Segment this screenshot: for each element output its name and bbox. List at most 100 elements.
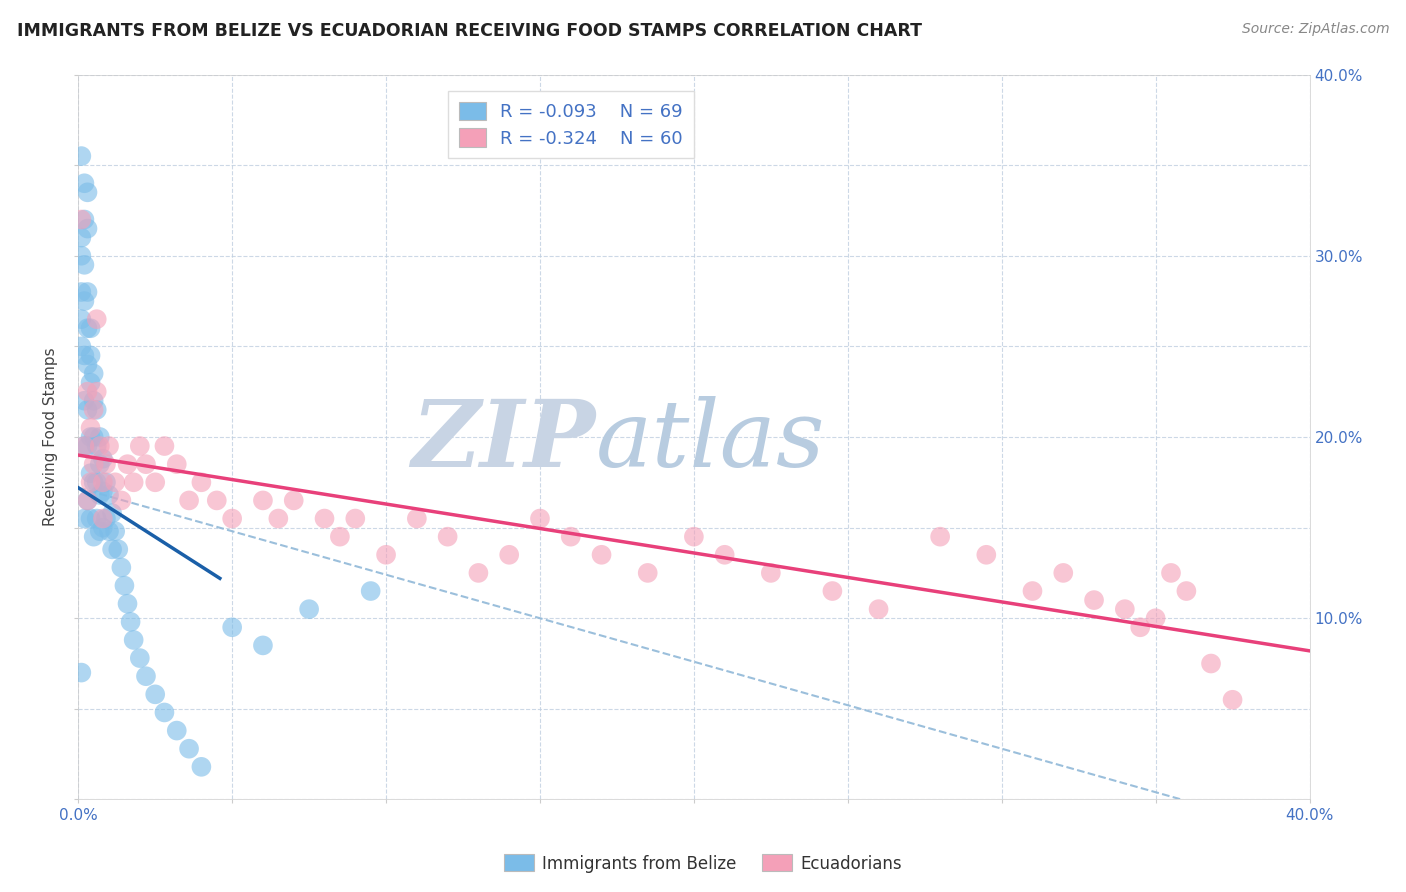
Point xyxy=(868,602,890,616)
Point xyxy=(252,639,274,653)
Point xyxy=(70,312,93,326)
Legend: Immigrants from Belize, Ecuadorians: Immigrants from Belize, Ecuadorians xyxy=(498,847,908,880)
Point xyxy=(73,258,96,272)
Text: atlas: atlas xyxy=(595,396,825,485)
Point xyxy=(1222,693,1244,707)
Point xyxy=(560,530,582,544)
Point xyxy=(70,149,93,163)
Point xyxy=(360,584,382,599)
Point xyxy=(529,511,551,525)
Point xyxy=(153,439,176,453)
Point xyxy=(83,530,105,544)
Legend: R = -0.093    N = 69, R = -0.324    N = 60: R = -0.093 N = 69, R = -0.324 N = 60 xyxy=(449,91,693,159)
Point xyxy=(98,524,121,539)
Point xyxy=(101,542,124,557)
Point xyxy=(117,457,139,471)
Point xyxy=(177,741,200,756)
Point xyxy=(86,384,108,399)
Point xyxy=(91,511,114,525)
Point xyxy=(73,439,96,453)
Point xyxy=(298,602,321,616)
Point xyxy=(73,393,96,408)
Point xyxy=(91,520,114,534)
Point xyxy=(76,384,98,399)
Point xyxy=(976,548,998,562)
Point xyxy=(86,475,108,490)
Point xyxy=(120,615,142,629)
Point xyxy=(104,524,127,539)
Text: Source: ZipAtlas.com: Source: ZipAtlas.com xyxy=(1241,22,1389,37)
Point xyxy=(89,439,111,453)
Point xyxy=(110,560,132,574)
Point xyxy=(70,249,93,263)
Point xyxy=(205,493,228,508)
Point xyxy=(91,484,114,499)
Point xyxy=(135,669,157,683)
Point xyxy=(76,493,98,508)
Point xyxy=(94,457,117,471)
Point xyxy=(101,506,124,520)
Point xyxy=(1083,593,1105,607)
Point xyxy=(73,176,96,190)
Point xyxy=(89,488,111,502)
Point xyxy=(166,457,188,471)
Text: IMMIGRANTS FROM BELIZE VS ECUADORIAN RECEIVING FOOD STAMPS CORRELATION CHART: IMMIGRANTS FROM BELIZE VS ECUADORIAN REC… xyxy=(17,22,922,40)
Point xyxy=(190,475,212,490)
Point xyxy=(110,493,132,508)
Point xyxy=(1114,602,1136,616)
Point xyxy=(107,542,129,557)
Point xyxy=(1199,657,1222,671)
Point xyxy=(94,475,117,490)
Point xyxy=(375,548,398,562)
Point xyxy=(177,493,200,508)
Point xyxy=(436,530,458,544)
Point xyxy=(1129,620,1152,634)
Point xyxy=(1052,566,1074,580)
Point xyxy=(86,402,108,417)
Point xyxy=(79,376,101,390)
Point xyxy=(83,475,105,490)
Point xyxy=(252,493,274,508)
Point xyxy=(73,348,96,362)
Point xyxy=(143,687,166,701)
Point xyxy=(79,321,101,335)
Point xyxy=(83,402,105,417)
Point xyxy=(73,294,96,309)
Point xyxy=(91,451,114,466)
Point xyxy=(76,285,98,299)
Point xyxy=(86,511,108,525)
Point xyxy=(70,285,93,299)
Y-axis label: Receiving Food Stamps: Receiving Food Stamps xyxy=(44,348,58,526)
Point xyxy=(104,475,127,490)
Point xyxy=(70,665,93,680)
Point xyxy=(76,493,98,508)
Point xyxy=(637,566,659,580)
Point xyxy=(83,430,105,444)
Point xyxy=(76,186,98,200)
Point xyxy=(221,511,243,525)
Point xyxy=(344,511,367,525)
Point xyxy=(89,457,111,471)
Point xyxy=(591,548,613,562)
Point xyxy=(86,439,108,453)
Point xyxy=(1144,611,1167,625)
Point xyxy=(1160,566,1182,580)
Point xyxy=(91,475,114,490)
Point xyxy=(86,312,108,326)
Point xyxy=(73,212,96,227)
Point xyxy=(73,439,96,453)
Point xyxy=(128,651,150,665)
Point xyxy=(79,511,101,525)
Point xyxy=(1175,584,1198,599)
Point xyxy=(122,475,145,490)
Point xyxy=(143,475,166,490)
Text: ZIP: ZIP xyxy=(411,396,595,485)
Point xyxy=(70,230,93,244)
Point xyxy=(89,430,111,444)
Point xyxy=(122,632,145,647)
Point xyxy=(498,548,520,562)
Point xyxy=(83,393,105,408)
Point xyxy=(73,511,96,525)
Point xyxy=(83,457,105,471)
Point xyxy=(117,597,139,611)
